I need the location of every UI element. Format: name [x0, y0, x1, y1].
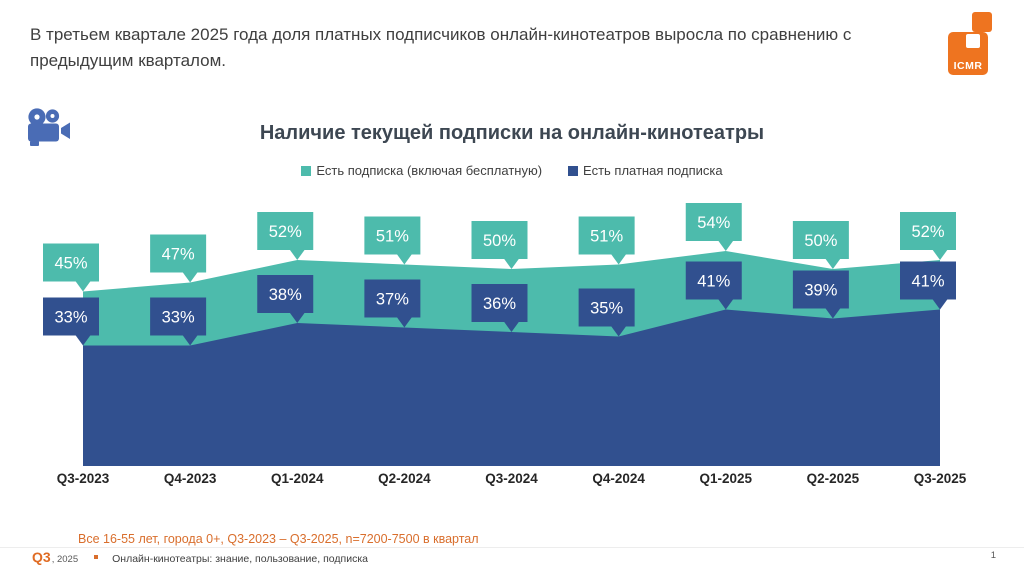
x-axis-label: Q1-2025 [699, 471, 753, 486]
x-axis-label: Q4-2023 [163, 471, 217, 486]
sample-footnote: Все 16-55 лет, города 0+, Q3-2023 – Q3-2… [78, 532, 479, 546]
movie-camera-icon [28, 108, 70, 146]
x-axis-label: Q1-2024 [270, 471, 324, 486]
footer-row: Q3 , 2025 Онлайн-кинотеатры: знание, пол… [32, 549, 368, 565]
footer-source: Онлайн-кинотеатры: знание, пользование, … [112, 553, 368, 565]
x-axis-label: Q2-2025 [806, 471, 860, 486]
slide-headline: В третьем квартале 2025 года доля платны… [30, 25, 852, 71]
footer-year: , 2025 [51, 554, 79, 565]
data-label-callout-series-1: 36% [471, 284, 528, 332]
svg-text:51%: 51% [590, 228, 623, 246]
icmr-logo-small-square [972, 12, 992, 32]
data-label-callout-series-0: 45% [43, 243, 99, 292]
data-label-callout-series-0: 54% [685, 203, 742, 251]
data-label-callout-series-0: 52% [900, 212, 956, 260]
data-label-callout-series-0: 52% [257, 212, 314, 260]
svg-text:38%: 38% [269, 286, 302, 304]
svg-text:37%: 37% [376, 291, 409, 309]
x-axis-label: Q3-2025 [913, 471, 967, 486]
svg-text:35%: 35% [590, 300, 623, 318]
page-number: 1 [990, 550, 996, 561]
data-label-callout-series-1: 41% [685, 261, 742, 310]
svg-text:50%: 50% [483, 232, 516, 250]
data-label-callout-series-0: 50% [471, 221, 528, 269]
legend-label: Есть платная подписка [583, 163, 723, 178]
data-label-callout-series-0: 47% [150, 234, 207, 283]
icmr-logo: ICMR [946, 12, 1010, 78]
data-label-callout-series-1: 38% [257, 275, 314, 323]
svg-text:52%: 52% [269, 223, 302, 241]
data-label-callout-series-1: 39% [792, 270, 849, 319]
svg-text:47%: 47% [162, 246, 195, 264]
footer-quarter: Q3 [32, 549, 51, 565]
legend-item-subscription: Есть подписка (включая бесплатную) [301, 163, 542, 178]
svg-text:41%: 41% [697, 273, 730, 291]
data-label-callout-series-0: 51% [578, 216, 635, 265]
area-series-1 [83, 309, 940, 466]
data-label-callout-series-0: 51% [364, 216, 421, 265]
svg-text:54%: 54% [697, 214, 730, 232]
svg-text:45%: 45% [54, 255, 87, 273]
x-axis-label: Q2-2024 [378, 471, 431, 486]
x-axis-label: Q4-2024 [592, 471, 645, 486]
svg-text:52%: 52% [911, 223, 944, 241]
svg-text:33%: 33% [54, 309, 87, 327]
legend-swatch-navy [568, 165, 579, 176]
x-axis-label: Q3-2024 [485, 471, 538, 486]
data-label-callout-series-1: 37% [364, 279, 421, 328]
icmr-logo-text: ICMR [953, 60, 983, 72]
svg-text:39%: 39% [804, 282, 837, 300]
chart-title: Наличие текущей подписки на онлайн-кинот… [259, 122, 765, 144]
data-label-callout-series-0: 50% [792, 221, 849, 269]
x-axis-label: Q3-2023 [56, 471, 110, 486]
svg-text:33%: 33% [162, 309, 195, 327]
chart-legend: Есть подписка (включая бесплатную) Есть … [0, 163, 1024, 178]
svg-text:41%: 41% [911, 273, 944, 291]
icmr-logo-cut-square [966, 34, 980, 48]
svg-text:36%: 36% [483, 295, 516, 313]
data-label-callout-series-1: 33% [43, 297, 99, 346]
legend-swatch-teal [301, 165, 312, 176]
footer-bullet-icon [94, 555, 99, 559]
footer-divider [0, 547, 1024, 548]
data-label-callout-series-1: 33% [150, 297, 207, 346]
svg-text:51%: 51% [376, 228, 409, 246]
legend-label: Есть подписка (включая бесплатную) [316, 163, 543, 178]
data-label-callout-series-1: 35% [578, 288, 635, 337]
data-label-callout-series-1: 41% [900, 261, 956, 310]
svg-text:50%: 50% [804, 232, 837, 250]
legend-item-paid-subscription: Есть платная подписка [568, 163, 723, 178]
